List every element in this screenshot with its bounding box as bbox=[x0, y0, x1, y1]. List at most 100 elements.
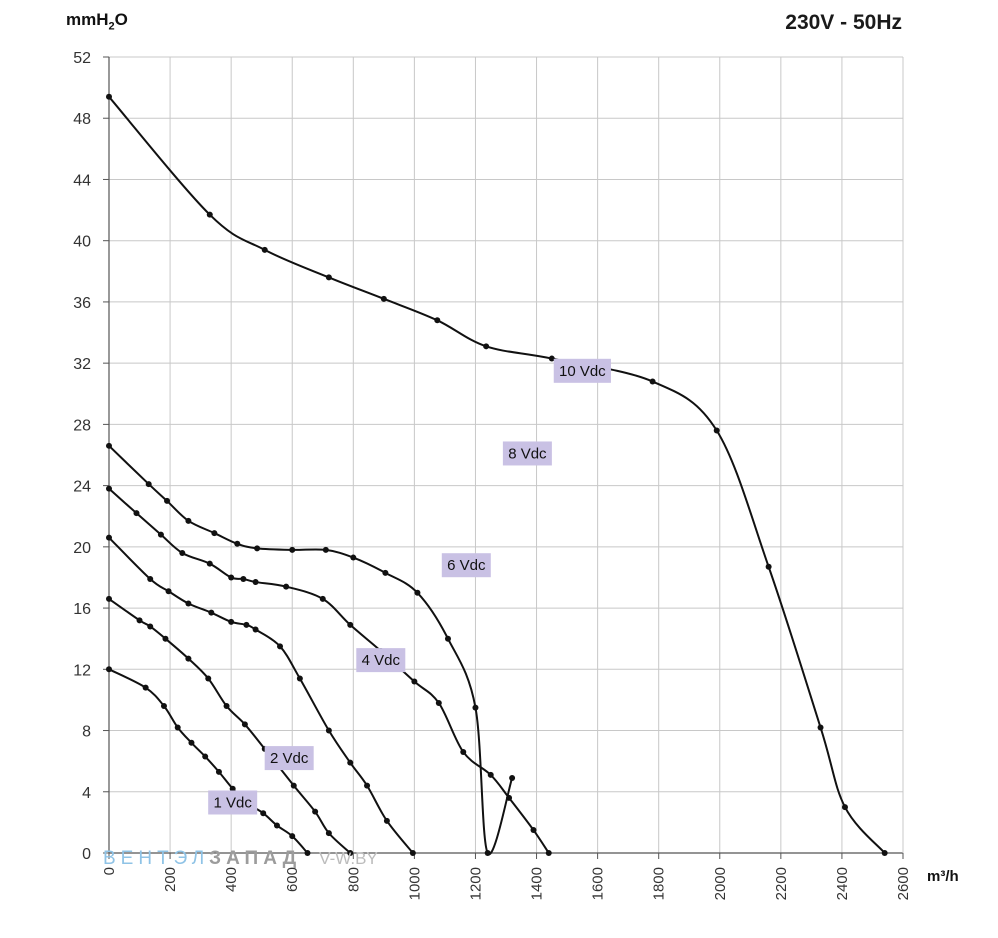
x-tick-label: 2200 bbox=[773, 867, 790, 900]
series-label-bg-10-vdc bbox=[553, 358, 611, 383]
y-tick-label: 36 bbox=[73, 295, 91, 312]
data-point-4-vdc bbox=[147, 575, 154, 582]
y-tick-label: 44 bbox=[73, 172, 91, 189]
x-tick-label: 0 bbox=[101, 867, 118, 875]
data-point-4-vdc bbox=[277, 643, 284, 650]
x-tick-label: 2000 bbox=[712, 867, 729, 900]
series-label-bg-6-vdc bbox=[441, 553, 491, 578]
data-point-4-vdc bbox=[347, 759, 354, 766]
data-point-6-vdc bbox=[487, 771, 494, 778]
data-point-6-vdc bbox=[283, 583, 290, 590]
data-point-8-vdc bbox=[509, 774, 516, 781]
data-point-1-vdc bbox=[174, 724, 181, 731]
watermark-part1: ВЕНТЭЛ bbox=[103, 848, 210, 869]
data-point-6-vdc bbox=[530, 827, 537, 834]
series-label-10-vdc: 10 Vdc bbox=[559, 363, 606, 380]
x-tick-label: 400 bbox=[223, 867, 240, 892]
x-tick-label: 1400 bbox=[529, 867, 546, 900]
y-axis-unit-label: mmH2O bbox=[66, 10, 128, 32]
y-tick-label: 48 bbox=[73, 111, 91, 128]
data-point-6-vdc bbox=[411, 678, 418, 685]
data-point-4-vdc bbox=[383, 817, 390, 824]
data-point-10-vdc bbox=[765, 563, 772, 570]
data-point-10-vdc bbox=[434, 317, 441, 324]
x-axis-unit-label: m³/h bbox=[927, 868, 959, 885]
data-point-4-vdc bbox=[325, 727, 332, 734]
series-label-bg-2-vdc bbox=[264, 746, 314, 771]
data-point-8-vdc bbox=[106, 442, 112, 449]
data-point-4-vdc bbox=[185, 600, 192, 607]
data-point-10-vdc bbox=[649, 378, 656, 385]
data-point-8-vdc bbox=[382, 569, 389, 576]
data-point-8-vdc bbox=[444, 635, 451, 642]
data-point-10-vdc bbox=[841, 804, 848, 811]
series-label-bg-4-vdc bbox=[356, 648, 406, 673]
x-tick-label: 1600 bbox=[590, 867, 607, 900]
y-tick-label: 4 bbox=[82, 785, 91, 802]
data-point-6-vdc bbox=[435, 699, 442, 706]
series-line-10-vdc bbox=[108, 96, 886, 854]
data-point-8-vdc bbox=[145, 481, 152, 488]
data-point-6-vdc bbox=[133, 510, 140, 517]
data-point-1-vdc bbox=[188, 739, 195, 746]
data-point-8-vdc bbox=[322, 546, 329, 553]
data-point-1-vdc bbox=[260, 810, 267, 817]
data-point-4-vdc bbox=[106, 534, 112, 541]
data-point-1-vdc bbox=[202, 753, 209, 760]
data-point-1-vdc bbox=[215, 768, 222, 775]
data-point-10-vdc bbox=[817, 724, 824, 731]
series-label-bg-8-vdc bbox=[502, 441, 552, 466]
data-point-4-vdc bbox=[243, 621, 250, 628]
data-point-6-vdc bbox=[460, 748, 467, 755]
data-point-1-vdc bbox=[289, 833, 296, 840]
data-point-1-vdc bbox=[106, 666, 112, 673]
y-tick-label: 0 bbox=[82, 846, 91, 863]
chart-title: 230V - 50Hz bbox=[785, 11, 902, 34]
data-point-2-vdc bbox=[205, 675, 212, 682]
data-point-1-vdc bbox=[273, 822, 280, 829]
y-tick-label: 40 bbox=[73, 234, 91, 251]
data-point-6-vdc bbox=[545, 850, 552, 856]
x-tick-label: 1000 bbox=[406, 867, 423, 900]
data-point-4-vdc bbox=[409, 850, 416, 856]
y-tick-label: 32 bbox=[73, 356, 91, 373]
data-point-8-vdc bbox=[211, 530, 218, 537]
data-point-8-vdc bbox=[185, 517, 192, 524]
y-tick-label: 16 bbox=[73, 601, 91, 618]
x-tick-label: 200 bbox=[162, 867, 179, 892]
data-point-8-vdc bbox=[484, 850, 491, 856]
series-label-1-vdc: 1 Vdc bbox=[214, 794, 253, 811]
y-tick-label: 20 bbox=[73, 540, 91, 557]
data-point-10-vdc bbox=[881, 850, 888, 856]
data-point-8-vdc bbox=[350, 554, 357, 561]
data-point-6-vdc bbox=[319, 595, 326, 602]
x-tick-label: 1800 bbox=[651, 867, 668, 900]
data-point-6-vdc bbox=[252, 579, 259, 586]
data-point-4-vdc bbox=[296, 675, 303, 682]
data-point-2-vdc bbox=[136, 617, 143, 624]
data-point-4-vdc bbox=[252, 626, 259, 633]
x-tick-label: 800 bbox=[345, 867, 362, 892]
x-tick-label: 600 bbox=[284, 867, 301, 892]
data-point-4-vdc bbox=[228, 618, 235, 625]
series-label-2-vdc: 2 Vdc bbox=[270, 750, 309, 767]
data-point-2-vdc bbox=[106, 595, 112, 602]
data-point-10-vdc bbox=[325, 274, 332, 281]
y-unit-tail: O bbox=[114, 10, 128, 29]
data-point-1-vdc bbox=[229, 785, 236, 792]
data-point-10-vdc bbox=[380, 295, 387, 302]
data-point-4-vdc bbox=[208, 609, 215, 616]
y-tick-label: 24 bbox=[73, 479, 91, 496]
y-unit-subscript: 2 bbox=[108, 20, 115, 33]
data-point-2-vdc bbox=[241, 721, 248, 728]
series-line-2-vdc bbox=[108, 598, 351, 854]
series-line-8-vdc bbox=[108, 445, 514, 856]
data-point-10-vdc bbox=[483, 343, 490, 350]
chart-axes bbox=[108, 57, 904, 854]
data-point-1-vdc bbox=[304, 850, 311, 856]
data-point-8-vdc bbox=[414, 589, 421, 596]
data-point-2-vdc bbox=[347, 850, 354, 856]
data-point-10-vdc bbox=[548, 355, 555, 362]
y-tick-label: 28 bbox=[73, 417, 91, 434]
